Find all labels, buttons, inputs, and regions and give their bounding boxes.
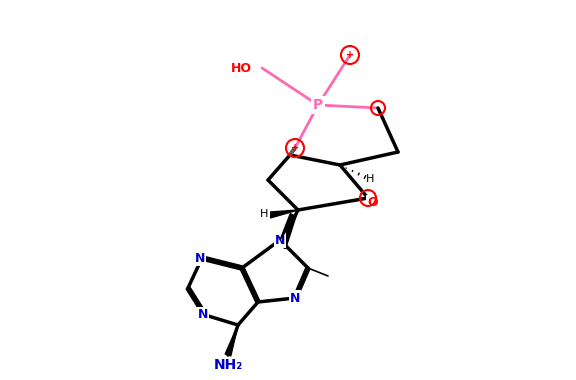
Polygon shape — [270, 210, 298, 218]
Text: +: + — [291, 143, 299, 153]
Text: N: N — [290, 291, 300, 304]
Text: P: P — [313, 98, 323, 112]
Text: NH₂: NH₂ — [213, 358, 242, 372]
Text: N: N — [195, 252, 205, 264]
Text: H: H — [366, 174, 374, 184]
Text: N: N — [198, 309, 208, 321]
Text: HO: HO — [231, 62, 252, 74]
Text: +: + — [346, 50, 354, 60]
Text: N: N — [275, 233, 285, 247]
Text: H: H — [260, 209, 268, 219]
Polygon shape — [278, 210, 298, 249]
Text: O: O — [367, 196, 378, 209]
Polygon shape — [280, 214, 295, 240]
Polygon shape — [225, 325, 238, 356]
